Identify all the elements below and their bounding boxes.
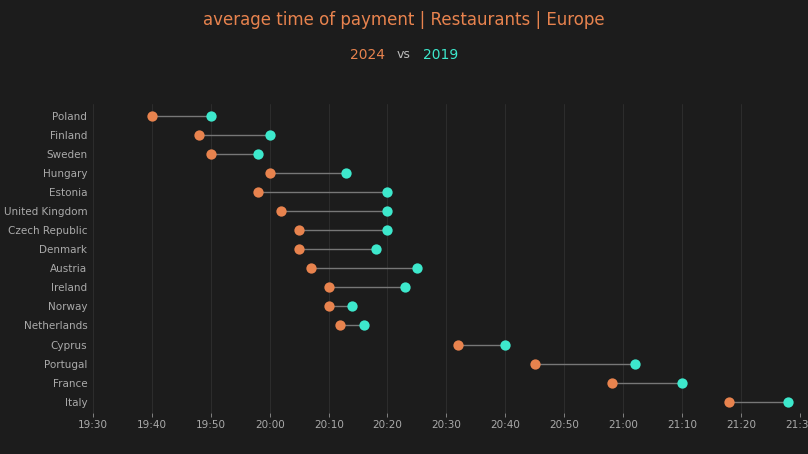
Point: [346, 303, 359, 310]
Point: [192, 131, 205, 138]
Point: [305, 265, 318, 272]
Point: [452, 341, 465, 348]
Point: [381, 227, 393, 234]
Point: [340, 169, 353, 177]
Point: [322, 284, 335, 291]
Point: [381, 188, 393, 196]
Point: [322, 303, 335, 310]
Point: [398, 284, 411, 291]
Text: average time of payment | Restaurants | Europe: average time of payment | Restaurants | …: [203, 11, 605, 30]
Point: [263, 169, 276, 177]
Point: [528, 360, 541, 367]
Point: [334, 322, 347, 329]
Text: vs: vs: [397, 48, 411, 61]
Point: [251, 188, 264, 196]
Text: 2024: 2024: [350, 48, 385, 62]
Point: [499, 341, 512, 348]
Point: [723, 398, 736, 405]
Point: [629, 360, 642, 367]
Point: [251, 150, 264, 158]
Point: [275, 207, 288, 215]
Point: [292, 227, 305, 234]
Point: [675, 379, 688, 386]
Point: [782, 398, 795, 405]
Point: [204, 112, 217, 119]
Point: [369, 246, 382, 253]
Point: [605, 379, 618, 386]
Point: [263, 131, 276, 138]
Point: [410, 265, 423, 272]
Point: [358, 322, 371, 329]
Point: [292, 246, 305, 253]
Point: [145, 112, 158, 119]
Point: [381, 207, 393, 215]
Point: [204, 150, 217, 158]
Text: 2019: 2019: [423, 48, 458, 62]
